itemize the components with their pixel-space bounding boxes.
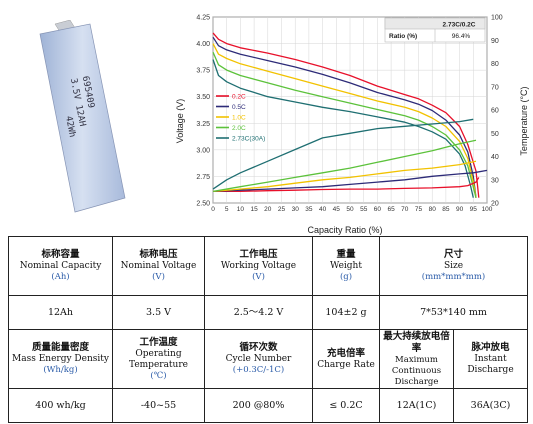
- series-line-4: [212, 59, 474, 198]
- x-tick-label: 90: [456, 206, 464, 213]
- series-line-3: [212, 51, 477, 198]
- spec-value-cell: -40~55: [112, 388, 205, 423]
- x-tick-label: 10: [237, 206, 245, 213]
- y2-tick-label: 20: [491, 201, 499, 208]
- spec-value-cell: 7*53*140 mm: [379, 295, 528, 330]
- spec-header-row-1: 标称容量 Nominal Capacity (Ah) 标称电压 Nominal …: [8, 236, 528, 296]
- legend-label-1: 0.5C: [232, 104, 246, 111]
- chart-legend: 0.2C 0.5C 1.0C 2.0C 2.73C(30A): [216, 93, 265, 142]
- y2-tick-label: 50: [491, 131, 499, 138]
- y2-tick-label: 30: [491, 177, 499, 184]
- spec-header-row-2: 质量能量密度 Mass Energy Density (Wh/kg) 工作温度 …: [8, 329, 528, 389]
- spec-header-cell: 充电倍率 Charge Rate: [312, 329, 380, 389]
- x-tick-label: 65: [387, 206, 395, 213]
- y-tick-label: 3.00: [196, 147, 210, 154]
- series-line-5: [213, 177, 480, 193]
- series-line-1: [212, 36, 477, 198]
- spec-header-cell: 最大持续放电倍率 Maximum Continuous Discharge: [379, 329, 454, 389]
- info-box-row-value: 96.4%: [452, 33, 471, 40]
- x-tick-label: 0: [211, 206, 215, 213]
- spec-header-cell: 尺寸 Size (mm*mm*mm): [379, 236, 528, 296]
- series-line-8: [212, 139, 477, 193]
- series-line-0: [212, 32, 480, 198]
- spec-value-cell: 3.5 V: [112, 295, 205, 330]
- series-line-9: [212, 118, 474, 190]
- spec-header-cell: 标称电压 Nominal Voltage (V): [112, 236, 205, 296]
- y-tick-label: 3.50: [196, 94, 210, 101]
- y-tick-label: 4.25: [196, 15, 210, 22]
- legend-label-2: 1.0C: [232, 114, 246, 121]
- spec-value-cell: 200 @80%: [204, 388, 313, 423]
- x-tick-label: 70: [401, 206, 409, 213]
- spec-table: 标称容量 Nominal Capacity (Ah) 标称电压 Nominal …: [8, 236, 528, 423]
- x-tick-label: 5: [225, 206, 229, 213]
- x-tick-label: 20: [264, 206, 272, 213]
- chart-y2label: Temperature (°C): [519, 86, 529, 155]
- y-tick-label: 2.50: [196, 201, 210, 208]
- spec-value-cell: 12A(1C): [379, 388, 454, 423]
- x-tick-label: 100: [482, 206, 493, 213]
- spec-value-cell: 2.5～4.2 V: [204, 295, 313, 330]
- spec-header-cell: 工作温度 Operating Temperature (℃): [112, 329, 205, 389]
- y2-tick-label: 70: [491, 84, 499, 91]
- battery-rating-line2: 42Wh: [63, 115, 77, 138]
- spec-header-cell: 脉冲放电 Instant Discharge: [453, 329, 528, 389]
- y-tick-label: 3.75: [196, 68, 210, 75]
- x-tick-label: 25: [278, 206, 286, 213]
- x-tick-label: 40: [319, 206, 327, 213]
- legend-label-4: 2.73C(30A): [232, 135, 265, 142]
- spec-header-cell: 工作电压 Working Voltage (V): [204, 236, 313, 296]
- discharge-chart: 0 5 10 15 20 25 30 35 40 45 50 55 60 65 70 75 80 85 90 95 10…: [175, 15, 529, 236]
- x-tick-label: 60: [374, 206, 382, 213]
- legend-label-0: 0.2C: [232, 93, 246, 100]
- x-tick-label: 50: [346, 206, 354, 213]
- y2-tick-label: 60: [491, 108, 499, 115]
- spec-header-cell: 标称容量 Nominal Capacity (Ah): [8, 236, 113, 296]
- chart-xlabel: Capacity Ratio (%): [307, 225, 382, 235]
- x-tick-label: 75: [415, 206, 423, 213]
- spec-value-cell: 12Ah: [8, 295, 113, 330]
- spec-value-cell: 104±2 g: [312, 295, 380, 330]
- x-tick-label: 30: [292, 206, 300, 213]
- y-tick-label: 3.25: [196, 121, 210, 128]
- info-box-header: 2.73C/0.2C: [443, 22, 476, 29]
- spec-value-cell: ≤ 0.2C: [312, 388, 380, 423]
- spec-value-cell: 400 wh/kg: [8, 388, 113, 423]
- x-tick-label: 55: [360, 206, 368, 213]
- spec-value-row-2: 400 wh/kg -40~55 200 @80% ≤ 0.2C 12A(1C)…: [8, 388, 528, 423]
- series-line-6: [212, 169, 488, 193]
- spec-value-row-1: 12Ah 3.5 V 2.5～4.2 V 104±2 g 7*53*140 mm: [8, 295, 528, 330]
- chart-axes: 0 5 10 15 20 25 30 35 40 45 50 55 60 65 70 75 80 85 90 95 10…: [196, 15, 502, 214]
- x-tick-label: 45: [333, 206, 341, 213]
- x-tick-label: 15: [250, 206, 258, 213]
- chart-info-box: 2.73C/0.2C Ratio (%) 96.4%: [384, 17, 486, 43]
- spec-header-cell: 质量能量密度 Mass Energy Density (Wh/kg): [8, 329, 113, 389]
- chart-series: [212, 32, 488, 198]
- x-tick-label: 80: [429, 206, 437, 213]
- y-tick-label: 2.75: [196, 174, 210, 181]
- y2-tick-label: 40: [491, 154, 499, 161]
- y2-tick-label: 100: [491, 15, 503, 22]
- spec-header-cell: 重量 Weight (g): [312, 236, 380, 296]
- chart-ylabel: Voltage (V): [175, 99, 185, 144]
- y-tick-label: 4.00: [196, 41, 210, 48]
- battery-cell-image: 695409 3.5V 12AH 42Wh: [39, 20, 126, 213]
- series-line-7: [212, 160, 477, 193]
- series-line-2: [212, 43, 477, 198]
- legend-label-3: 2.0C: [232, 125, 246, 132]
- x-tick-label: 85: [442, 206, 450, 213]
- y2-tick-label: 80: [491, 61, 499, 68]
- x-tick-label: 35: [305, 206, 313, 213]
- x-tick-label: 95: [470, 206, 478, 213]
- battery-body: [39, 23, 126, 213]
- info-box-row-label: Ratio (%): [389, 33, 417, 40]
- y2-tick-label: 90: [491, 38, 499, 45]
- spec-value-cell: 36A(3C): [453, 388, 528, 423]
- spec-header-cell: 循环次数 Cycle Number (+0.3C/-1C): [204, 329, 313, 389]
